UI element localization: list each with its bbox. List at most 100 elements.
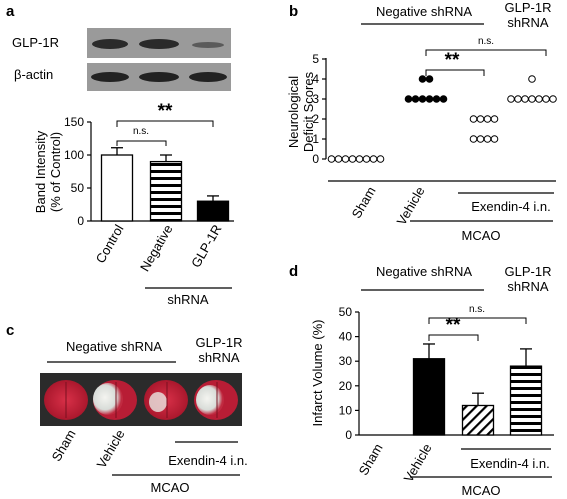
panel-c-xlabel-sham: Sham: [49, 427, 79, 464]
panel-b-point: [418, 75, 427, 83]
panel-c-header-shrna: shRNA: [198, 350, 240, 365]
panel-b: b Negative shRNA GLP-1R shRNA 0 1 2 3 4 5 Neu…: [286, 0, 557, 243]
panel-b-point: [425, 95, 434, 103]
panel-b-point: [528, 75, 536, 83]
panel-a-ylabel-line1: Band Intensity: [33, 130, 48, 213]
panel-b-xlabel-mcao: MCAO: [462, 228, 501, 243]
panel-d-tick-label: 30: [339, 354, 353, 368]
panel-b-point: [469, 115, 478, 123]
blot-label-actin: β-actin: [14, 67, 53, 82]
panel-b-point: [483, 115, 492, 123]
panel-d-tick-label: 20: [339, 379, 353, 393]
panel-b-point: [418, 95, 427, 103]
panel-a-ylabel-line2: (% of Control): [48, 132, 63, 212]
panel-d-ylabel: Infarct Volume (%): [310, 320, 325, 427]
brain-slice: [44, 380, 88, 420]
panel-d-letter: d: [289, 263, 298, 280]
panel-b-tick-label: 2: [312, 112, 319, 126]
blot-band: [139, 39, 179, 49]
panel-b-point: [535, 95, 543, 103]
panel-b-header-negative: Negative shRNA: [376, 4, 472, 19]
brain-slice: [144, 380, 188, 420]
panel-b-yticks: 0 1 2 3 4 5: [312, 52, 326, 166]
panel-b-point: [483, 135, 492, 143]
panel-b-header-glp1r: GLP-1R: [505, 0, 552, 15]
panel-a-shrna-label: shRNA: [167, 292, 209, 307]
panel-c-letter: c: [6, 322, 14, 339]
panel-d-xlabel-vehicle: Vehicle: [401, 441, 435, 485]
panel-b-sig-bracket: [425, 69, 485, 76]
panel-d-tick-label: 0: [345, 428, 352, 442]
panel-b-tick-label: 5: [312, 52, 319, 66]
panel-a-xlabel-negative: Negative: [137, 222, 176, 274]
panel-d-yticks: 0 10 20 30 40 50: [339, 305, 359, 442]
blot-band: [92, 39, 128, 49]
panel-d-tick-label: 50: [339, 305, 353, 319]
panel-b-point: [476, 135, 485, 143]
panel-b-xlabel-exendin: Exendin-4 i.n.: [471, 199, 551, 214]
panel-b-point: [425, 75, 434, 83]
panel-d: d Negative shRNA GLP-1R shRNA 0 10 20 30 40 5…: [289, 263, 554, 498]
panel-b-point: [411, 95, 420, 103]
panel-d-header-glp1r: GLP-1R: [505, 264, 552, 279]
panel-a-tick-label: 100: [64, 148, 84, 162]
panel-b-point: [432, 95, 441, 103]
panel-b-ylabel-line2: Deficit Scores: [301, 71, 316, 152]
panel-d-sig-bracket: [428, 334, 479, 341]
panel-a-ns-label: n.s.: [133, 126, 149, 137]
panel-d-xlabel-exendin: Exendin-4 i.n.: [470, 456, 550, 471]
panel-d-xlabel-mcao: MCAO: [462, 483, 501, 498]
panel-c-xlabel-vehicle: Vehicle: [94, 427, 128, 471]
panel-b-point: [549, 95, 557, 103]
panel-b-point: [348, 155, 357, 163]
panel-b-xlabel-sham: Sham: [349, 184, 379, 221]
panel-b-point: [521, 95, 529, 103]
panel-b-point: [542, 95, 550, 103]
panel-a-bar: [149, 160, 183, 222]
panel-a-xlabel-glp1r: GLP-1R: [188, 222, 224, 270]
panel-c: c Negative shRNA GLP-1R shRNA Sham Vehic…: [6, 322, 248, 495]
panel-a-tick-label: 50: [71, 181, 85, 195]
panel-b-sig-label: **: [445, 50, 460, 71]
panel-b-point: [327, 155, 336, 163]
panel-b-point: [341, 155, 350, 163]
panel-c-header-negative: Negative shRNA: [66, 339, 162, 354]
blot-band: [139, 72, 179, 82]
panel-a-xlabel-control: Control: [93, 222, 127, 266]
panel-d-xlabel-sham: Sham: [356, 441, 386, 478]
panel-b-point: [469, 135, 478, 143]
panel-a-ns-bracket: [116, 140, 167, 146]
panel-b-point: [514, 95, 522, 103]
panel-c-xlabel-mcao: MCAO: [151, 480, 190, 495]
panel-a-sig-label: **: [158, 101, 173, 122]
panel-d-ns-label: n.s.: [469, 304, 485, 315]
panel-b-point: [528, 95, 536, 103]
panel-d-bar: [509, 365, 543, 436]
brain-slice: [194, 380, 238, 420]
panel-b-header-shrna: shRNA: [507, 15, 549, 30]
panel-d-bar: [412, 358, 446, 436]
panel-b-point: [507, 95, 515, 103]
panel-a-tick-label: 0: [77, 214, 84, 228]
panel-b-tick-label: 0: [312, 152, 319, 166]
panel-b-points: [327, 75, 557, 163]
panel-b-point: [355, 155, 364, 163]
panel-a-bar: [100, 154, 134, 222]
panel-d-header-shrna: shRNA: [507, 279, 549, 294]
panel-a-bars: [100, 147, 230, 222]
blot-band: [91, 72, 129, 82]
panel-d-tick-label: 40: [339, 330, 353, 344]
panel-c-header-glp1r: GLP-1R: [196, 335, 243, 350]
panel-b-point: [476, 115, 485, 123]
panel-b-point: [490, 115, 499, 123]
panel-a-letter: a: [6, 3, 15, 20]
panel-a-sig-bracket: [116, 120, 214, 127]
panel-b-point: [334, 155, 343, 163]
panel-d-tick-label: 10: [339, 403, 353, 417]
brain-slice: [93, 380, 137, 420]
panel-d-bar: [461, 404, 495, 436]
panel-b-tick-label: 3: [312, 92, 319, 106]
panel-d-header-negative: Negative shRNA: [376, 264, 472, 279]
blot-label-glp1r: GLP-1R: [12, 35, 59, 50]
